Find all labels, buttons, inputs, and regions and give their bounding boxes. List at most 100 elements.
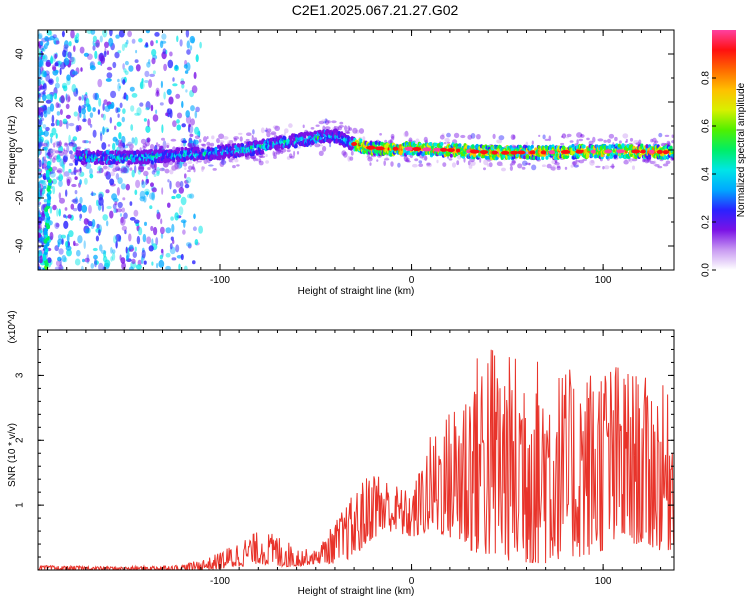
spectrogram-cell bbox=[162, 140, 167, 150]
spectrogram-cell bbox=[109, 30, 113, 37]
spectrogram-cell bbox=[71, 84, 77, 93]
spectrogram-cell bbox=[57, 150, 63, 153]
spectrogram-cell bbox=[270, 131, 277, 135]
spectrogram-cell bbox=[562, 134, 566, 139]
spectrogram-cell bbox=[110, 256, 113, 262]
snr-x-label: Height of straight line (km) bbox=[298, 586, 415, 597]
spectrogram-cell bbox=[51, 127, 57, 136]
spectrogram-cell bbox=[53, 142, 56, 148]
spectrogram-cell bbox=[564, 166, 568, 170]
spectrogram-cell bbox=[126, 39, 129, 45]
spectrogram-cell bbox=[107, 104, 114, 109]
spectrogram-cell bbox=[121, 225, 128, 231]
spectrogram-cell bbox=[193, 168, 196, 173]
spectrogram-cell bbox=[38, 202, 41, 208]
spectrogram-cell bbox=[187, 243, 192, 249]
spectrogram-cell bbox=[58, 151, 65, 157]
spectrogram-cell bbox=[60, 234, 66, 239]
spectrogram-cell bbox=[501, 150, 510, 155]
spectrogram-cell bbox=[117, 78, 120, 83]
spectrogram-cell bbox=[135, 179, 141, 189]
spectrogram-cell bbox=[73, 111, 79, 117]
spectrogram-cell bbox=[114, 201, 118, 206]
spectrogram-cell bbox=[446, 148, 455, 153]
spectrogram-cell bbox=[511, 160, 517, 164]
spectrogram-cell bbox=[49, 206, 53, 214]
spectrogram-cell bbox=[467, 134, 473, 140]
spectrogram-cell bbox=[42, 156, 46, 161]
spectrogram-cell bbox=[148, 79, 153, 88]
spectrogram-cell bbox=[48, 154, 53, 160]
spectrogram-cell bbox=[129, 167, 133, 171]
spectrogram-cell bbox=[44, 159, 47, 164]
spectrogram-cell bbox=[138, 38, 143, 43]
spectrogram-cell bbox=[43, 186, 47, 189]
spectrogram-cell bbox=[68, 168, 72, 173]
spectrogram-cell bbox=[114, 125, 117, 131]
spectrogram-cell bbox=[405, 157, 410, 162]
spectrogram-cell bbox=[486, 163, 491, 167]
spectrogram-cell bbox=[102, 103, 105, 111]
spectrogram-cell bbox=[74, 176, 78, 181]
spectrogram-cell bbox=[159, 102, 164, 106]
spectrogram-cell bbox=[124, 165, 130, 174]
spectrogram-cell bbox=[322, 145, 327, 152]
spectrogram-cell bbox=[159, 40, 164, 49]
spectrogram-cell bbox=[174, 64, 178, 70]
spectrogram-cell bbox=[339, 121, 344, 125]
spectrogram-cell bbox=[296, 145, 301, 149]
spectrogram-cell bbox=[277, 144, 281, 149]
spectrogram-cell bbox=[192, 260, 196, 265]
spectrogram-cell bbox=[606, 138, 612, 144]
spectrogram-cell bbox=[195, 106, 200, 113]
spectrogram-panel: -100 0 100 -40 -20 0 20 40 Height of straight … bbox=[7, 29, 675, 297]
spectrogram-cell bbox=[274, 125, 281, 131]
spectrogram-cell bbox=[117, 208, 122, 213]
spectrogram-cell bbox=[122, 63, 125, 70]
spectrogram-cell bbox=[283, 136, 287, 141]
spectrogram-cell bbox=[89, 65, 96, 71]
spectrogram-cell bbox=[39, 41, 44, 46]
spectrogram-cell bbox=[216, 138, 220, 144]
spectrogram-cell bbox=[403, 131, 409, 138]
spectrogram-cell bbox=[170, 138, 177, 142]
spectrogram-cell bbox=[111, 252, 116, 261]
spectrogram-cell bbox=[51, 157, 56, 163]
spectrogram-cell bbox=[78, 96, 82, 101]
spectrogram-cell bbox=[150, 225, 154, 232]
spectrogram-cell bbox=[64, 207, 68, 211]
spectrogram-cell bbox=[586, 137, 590, 141]
spectrogram-cell bbox=[43, 198, 48, 203]
spectrogram-cell bbox=[59, 175, 64, 181]
spectrogram-cell bbox=[176, 124, 182, 131]
spectrogram-cell bbox=[662, 150, 670, 155]
spectrogram-cell bbox=[192, 163, 195, 170]
spectrogram-cell bbox=[185, 110, 190, 118]
spectrogram-cell bbox=[64, 154, 69, 157]
spectrogram-cell bbox=[390, 133, 395, 139]
spectrogram-cell bbox=[54, 222, 60, 229]
spectrogram-cell bbox=[142, 145, 146, 150]
spectrogram-cell bbox=[302, 124, 305, 129]
spectrogram-cell bbox=[44, 217, 47, 223]
spectrogram-cell bbox=[66, 249, 72, 257]
spectrogram-cell bbox=[68, 142, 74, 147]
spectrogram-cell bbox=[96, 171, 101, 174]
spectrogram-cell bbox=[151, 191, 156, 201]
spectrogram-cell bbox=[252, 156, 257, 162]
spectrogram-cell bbox=[151, 170, 156, 175]
spectrogram-cell bbox=[367, 156, 372, 160]
spectrogram-cell bbox=[184, 70, 189, 74]
spectrogram-cell bbox=[119, 85, 121, 89]
spectrogram-cell bbox=[49, 103, 55, 112]
spectrogram-cell bbox=[129, 244, 134, 250]
spectrogram-cell bbox=[183, 64, 188, 69]
spectrogram-cell bbox=[416, 152, 421, 157]
spectrogram-cell bbox=[145, 179, 148, 186]
snr-x-ticks: -100 0 100 bbox=[47, 330, 662, 587]
spectrogram-cell bbox=[98, 97, 102, 107]
spectrogram-cell bbox=[293, 150, 296, 157]
spectrogram-cell bbox=[131, 258, 136, 265]
spectrogram-cell bbox=[38, 232, 42, 239]
spectrogram-cell bbox=[97, 78, 103, 88]
